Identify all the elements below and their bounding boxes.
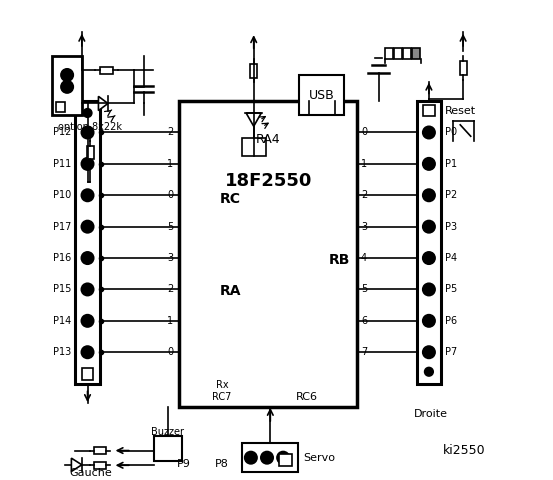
Polygon shape bbox=[98, 96, 108, 110]
Text: RC: RC bbox=[220, 192, 241, 206]
Text: P7: P7 bbox=[445, 347, 457, 357]
Text: 2: 2 bbox=[361, 190, 367, 200]
Text: P10: P10 bbox=[53, 190, 71, 200]
Circle shape bbox=[81, 220, 93, 233]
Text: 2: 2 bbox=[167, 128, 174, 137]
Text: 6: 6 bbox=[361, 316, 367, 326]
Bar bbox=[242, 138, 265, 156]
Circle shape bbox=[422, 220, 435, 233]
Text: P16: P16 bbox=[53, 253, 71, 263]
Text: Rx: Rx bbox=[216, 380, 228, 390]
Bar bbox=[412, 48, 420, 60]
Text: option 8x22k: option 8x22k bbox=[58, 122, 122, 132]
Text: P9: P9 bbox=[177, 459, 191, 469]
Polygon shape bbox=[71, 458, 82, 471]
Text: 1: 1 bbox=[168, 316, 174, 326]
Text: P5: P5 bbox=[445, 285, 457, 294]
Text: Servo: Servo bbox=[303, 453, 335, 463]
Text: P12: P12 bbox=[53, 128, 71, 137]
Bar bbox=[242, 443, 298, 472]
Bar bbox=[279, 454, 291, 466]
Circle shape bbox=[277, 452, 289, 464]
Text: P1: P1 bbox=[445, 159, 457, 169]
Text: RC6: RC6 bbox=[296, 392, 319, 402]
Bar bbox=[95, 447, 106, 454]
Circle shape bbox=[61, 69, 74, 81]
Text: 3: 3 bbox=[361, 222, 367, 232]
Text: 5: 5 bbox=[167, 222, 174, 232]
Bar bbox=[179, 101, 357, 408]
Bar bbox=[82, 369, 93, 380]
Text: P0: P0 bbox=[445, 128, 457, 137]
Text: 0: 0 bbox=[168, 190, 174, 200]
Text: Reset: Reset bbox=[445, 106, 476, 116]
Text: USB: USB bbox=[309, 89, 335, 102]
Bar bbox=[416, 101, 441, 384]
Bar bbox=[154, 436, 181, 461]
Bar bbox=[95, 462, 106, 469]
Polygon shape bbox=[246, 113, 262, 126]
Text: Droite: Droite bbox=[414, 409, 448, 420]
Bar bbox=[460, 61, 467, 75]
Text: Gauche: Gauche bbox=[69, 468, 112, 478]
Circle shape bbox=[422, 189, 435, 202]
Circle shape bbox=[422, 252, 435, 264]
Bar bbox=[394, 48, 402, 60]
Text: 5: 5 bbox=[361, 285, 367, 294]
Text: P11: P11 bbox=[53, 159, 71, 169]
Circle shape bbox=[81, 315, 93, 327]
Bar bbox=[87, 146, 94, 159]
Circle shape bbox=[425, 368, 433, 376]
Bar bbox=[56, 102, 65, 111]
Bar bbox=[299, 75, 345, 115]
Bar bbox=[250, 64, 257, 78]
Text: RC7: RC7 bbox=[212, 392, 232, 402]
Text: ki2550: ki2550 bbox=[443, 444, 486, 456]
Text: P6: P6 bbox=[445, 316, 457, 326]
Circle shape bbox=[422, 158, 435, 170]
Text: 0: 0 bbox=[361, 128, 367, 137]
Text: P4: P4 bbox=[445, 253, 457, 263]
Text: P2: P2 bbox=[445, 190, 457, 200]
Text: P15: P15 bbox=[53, 285, 71, 294]
Circle shape bbox=[61, 81, 74, 93]
Bar bbox=[100, 67, 113, 74]
Bar bbox=[385, 48, 393, 60]
Circle shape bbox=[422, 315, 435, 327]
Text: 2: 2 bbox=[167, 285, 174, 294]
Bar bbox=[423, 105, 435, 116]
Circle shape bbox=[81, 158, 93, 170]
Bar bbox=[403, 48, 411, 60]
Circle shape bbox=[81, 346, 93, 359]
Bar bbox=[53, 56, 82, 115]
Text: P17: P17 bbox=[53, 222, 71, 232]
Text: RA4: RA4 bbox=[256, 133, 280, 146]
Circle shape bbox=[81, 252, 93, 264]
Bar bbox=[75, 101, 100, 384]
Text: 1: 1 bbox=[168, 159, 174, 169]
Text: RA: RA bbox=[220, 284, 241, 298]
Text: P3: P3 bbox=[445, 222, 457, 232]
Text: P8: P8 bbox=[215, 459, 229, 469]
Text: 1: 1 bbox=[361, 159, 367, 169]
Circle shape bbox=[244, 452, 257, 464]
Circle shape bbox=[422, 283, 435, 296]
Text: P14: P14 bbox=[53, 316, 71, 326]
Circle shape bbox=[81, 126, 93, 139]
Circle shape bbox=[81, 283, 93, 296]
Text: RB: RB bbox=[328, 253, 350, 267]
Circle shape bbox=[422, 126, 435, 139]
Circle shape bbox=[422, 346, 435, 359]
Text: 7: 7 bbox=[361, 347, 367, 357]
Text: 18F2550: 18F2550 bbox=[225, 172, 312, 190]
Text: 0: 0 bbox=[168, 347, 174, 357]
Text: 4: 4 bbox=[361, 253, 367, 263]
Circle shape bbox=[261, 452, 273, 464]
Circle shape bbox=[81, 189, 93, 202]
Circle shape bbox=[84, 108, 92, 117]
Text: 3: 3 bbox=[168, 253, 174, 263]
Text: P13: P13 bbox=[53, 347, 71, 357]
Text: Buzzer: Buzzer bbox=[152, 427, 184, 437]
